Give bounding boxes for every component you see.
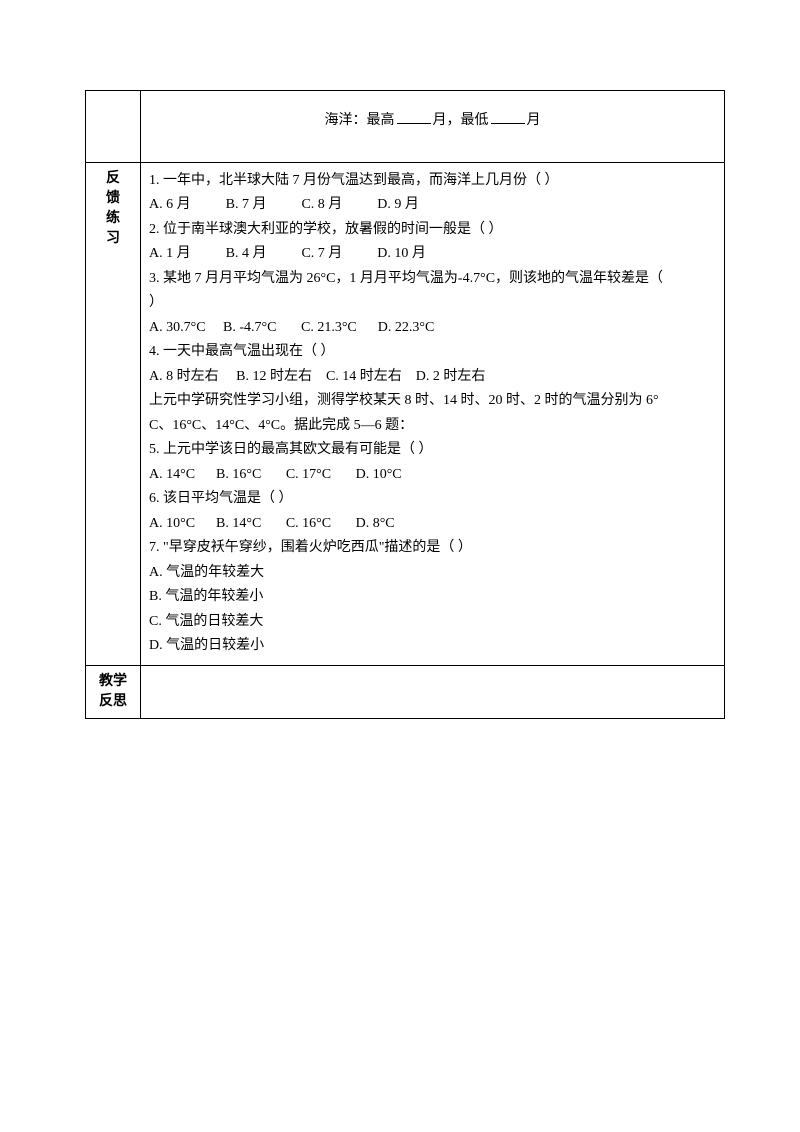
feedback-char-4: 习	[94, 229, 132, 249]
q7-opt-b: B. 气温的年较差小	[149, 585, 716, 610]
ocean-prefix: 海洋：最高	[325, 113, 395, 128]
stem-line-a: 上元中学研究性学习小组，测得学校某天 8 时、14 时、20 时、2 时的气温分…	[149, 389, 716, 414]
q7-opt-c: C. 气温的日较差大	[149, 610, 716, 635]
q7: 7. "早穿皮袄午穿纱，围着火炉吃西瓜"描述的是（ ）	[149, 536, 716, 561]
reflect-char-1: 教学	[94, 672, 132, 692]
reflect-label: 教学 反思	[86, 665, 141, 719]
ocean-mid: 月，最低	[433, 113, 489, 128]
q1: 1. 一年中，北半球大陆 7 月份气温达到最高，而海洋上几月份（ ）	[149, 169, 716, 194]
q6: 6. 该日平均气温是（ ）	[149, 487, 716, 512]
q1-options: A. 6 月 B. 7 月 C. 8 月 D. 9 月	[149, 193, 716, 218]
q3-options: A. 30.7°C B. -4.7°C C. 21.3°C D. 22.3°C	[149, 316, 716, 341]
q4-options: A. 8 时左右 B. 12 时左右 C. 14 时左右 D. 2 时左右	[149, 365, 716, 390]
feedback-content: 1. 一年中，北半球大陆 7 月份气温达到最高，而海洋上几月份（ ） A. 6 …	[141, 162, 725, 665]
q3-line-a: 3. 某地 7 月月平均气温为 26°C，1 月月平均气温为-4.7°C，则该地…	[149, 267, 716, 292]
q7-opt-a: A. 气温的年较差大	[149, 561, 716, 586]
row-ocean-content: 海洋：最高 月，最低 月	[141, 91, 725, 163]
feedback-char-2: 馈	[94, 189, 132, 209]
reflect-char-2: 反思	[94, 692, 132, 712]
q2-options: A. 1 月 B. 4 月 C. 7 月 D. 10 月	[149, 242, 716, 267]
row-ocean: 海洋：最高 月，最低 月	[86, 91, 725, 163]
row-ocean-label	[86, 91, 141, 163]
feedback-char-3: 练	[94, 209, 132, 229]
q2: 2. 位于南半球澳大利亚的学校，放暑假的时间一般是（ ）	[149, 218, 716, 243]
worksheet-table: 海洋：最高 月，最低 月 反 馈 练 习 1. 一年中，北半球大陆 7 月份气温达到…	[85, 90, 725, 719]
q5-options: A. 14°C B. 16°C C. 17°C D. 10°C	[149, 463, 716, 488]
q3-line-b: ）	[149, 291, 716, 316]
reflect-content	[141, 665, 725, 719]
ocean-line: 海洋：最高 月，最低 月	[149, 97, 716, 156]
ocean-suffix: 月	[527, 113, 541, 128]
row-feedback: 反 馈 练 习 1. 一年中，北半球大陆 7 月份气温达到最高，而海洋上几月份（…	[86, 162, 725, 665]
q6-options: A. 10°C B. 14°C C. 16°C D. 8°C	[149, 512, 716, 537]
q5: 5. 上元中学该日的最高其欧文最有可能是（ ）	[149, 438, 716, 463]
feedback-label: 反 馈 练 习	[86, 162, 141, 665]
stem-line-b: C、16°C、14°C、4°C。据此完成 5—6 题：	[149, 414, 716, 439]
feedback-char-1: 反	[94, 169, 132, 189]
row-reflect: 教学 反思	[86, 665, 725, 719]
q7-opt-d: D. 气温的日较差小	[149, 634, 716, 659]
blank-highest	[397, 109, 431, 124]
blank-lowest	[491, 109, 525, 124]
q4: 4. 一天中最高气温出现在（ ）	[149, 340, 716, 365]
